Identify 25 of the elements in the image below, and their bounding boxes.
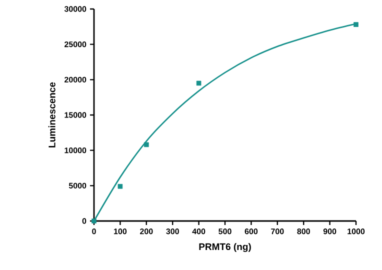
x-axis-title: PRMT6 (ng): [199, 243, 251, 252]
y-tick-label: 15000: [64, 112, 86, 118]
y-tick-label: 5000: [68, 182, 86, 188]
y-tick-label: 10000: [64, 148, 86, 154]
x-tick-label: 200: [140, 228, 153, 234]
y-axis-title: Luminescence: [48, 82, 56, 148]
x-tick-label: 900: [323, 228, 336, 234]
point: [196, 80, 202, 86]
x-tick-label: 700: [271, 228, 284, 234]
x-tick-label: 500: [218, 228, 232, 234]
x-tick-label: 300: [166, 228, 179, 234]
x-tick-label: 1000: [348, 228, 365, 234]
point: [144, 142, 149, 148]
point: [92, 218, 96, 224]
y-tick-label: 20000: [64, 76, 86, 82]
point: [118, 184, 123, 189]
x-tick-label: 100: [114, 228, 127, 234]
y-tick-label: 25000: [64, 42, 86, 48]
x-tick-label: 800: [297, 228, 310, 234]
y-tick-label: 30000: [64, 6, 86, 12]
y-tick-label: 0: [82, 218, 86, 224]
x-tick-label: 0: [92, 228, 96, 234]
x-tick-label: 600: [244, 228, 258, 234]
point: [354, 22, 358, 27]
x-tick-label: 400: [192, 228, 206, 234]
